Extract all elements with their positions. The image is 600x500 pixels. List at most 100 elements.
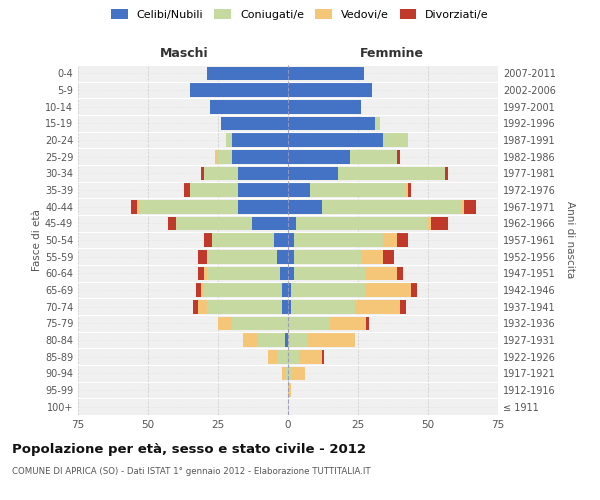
Bar (209, 100, 288, 114)
Bar (280, 266, 288, 280)
Bar (288, 233, 397, 247)
Bar (288, 83, 372, 97)
Bar (288, 66, 364, 80)
Bar (232, 316, 288, 330)
Bar (288, 300, 291, 314)
Bar (190, 83, 288, 97)
Bar (288, 200, 464, 213)
Bar (288, 183, 406, 197)
Bar (218, 150, 288, 164)
Bar (288, 266, 403, 280)
Bar (288, 166, 445, 180)
Bar (288, 83, 372, 97)
Bar (288, 183, 411, 197)
Bar (288, 283, 291, 297)
Bar (288, 200, 322, 213)
Bar (221, 116, 288, 130)
Bar (288, 183, 310, 197)
Bar (288, 250, 361, 264)
Bar (131, 200, 288, 213)
Bar (199, 300, 288, 314)
Bar (199, 266, 288, 280)
Bar (238, 166, 288, 180)
Bar (288, 300, 406, 314)
Bar (226, 133, 288, 147)
Bar (243, 333, 288, 347)
Bar (277, 350, 288, 364)
Bar (226, 133, 288, 147)
Bar (288, 366, 305, 380)
Bar (218, 316, 288, 330)
Bar (215, 150, 288, 164)
Bar (201, 166, 288, 180)
Bar (232, 150, 288, 164)
Bar (238, 183, 288, 197)
Bar (209, 100, 288, 114)
Bar (288, 66, 364, 80)
Bar (288, 133, 409, 147)
Bar (288, 333, 355, 347)
Bar (226, 133, 288, 147)
Bar (283, 300, 288, 314)
Bar (288, 300, 355, 314)
Bar (288, 383, 291, 397)
Bar (288, 300, 400, 314)
Bar (288, 100, 361, 114)
Bar (288, 200, 476, 213)
Bar (207, 300, 288, 314)
Bar (288, 133, 409, 147)
Bar (288, 183, 409, 197)
Bar (268, 350, 288, 364)
Bar (285, 366, 288, 380)
Bar (207, 250, 288, 264)
Bar (221, 116, 288, 130)
Bar (243, 333, 288, 347)
Bar (288, 316, 330, 330)
Bar (274, 233, 288, 247)
Bar (190, 83, 288, 97)
Bar (288, 350, 322, 364)
Bar (176, 216, 288, 230)
Bar (209, 100, 288, 114)
Bar (288, 266, 293, 280)
Bar (288, 166, 445, 180)
Bar (288, 150, 400, 164)
Bar (204, 166, 288, 180)
Bar (288, 66, 364, 80)
Bar (288, 216, 431, 230)
Bar (288, 233, 293, 247)
Bar (204, 233, 288, 247)
Bar (288, 316, 367, 330)
Bar (288, 83, 372, 97)
Bar (288, 350, 299, 364)
Bar (207, 66, 288, 80)
Bar (288, 133, 409, 147)
Bar (199, 250, 288, 264)
Bar (232, 133, 288, 147)
Bar (207, 66, 288, 80)
Bar (288, 116, 380, 130)
Bar (288, 116, 380, 130)
Bar (212, 233, 288, 247)
Bar (140, 200, 288, 213)
Bar (288, 116, 375, 130)
Bar (212, 233, 288, 247)
Y-axis label: Anni di nascita: Anni di nascita (565, 202, 575, 278)
Bar (193, 300, 288, 314)
Bar (288, 366, 305, 380)
Text: Maschi: Maschi (160, 47, 209, 60)
Bar (238, 200, 288, 213)
Bar (283, 283, 288, 297)
Bar (288, 250, 394, 264)
Bar (204, 166, 288, 180)
Bar (207, 250, 288, 264)
Bar (288, 250, 383, 264)
Bar (288, 316, 369, 330)
Bar (207, 266, 288, 280)
Bar (288, 350, 325, 364)
Bar (288, 100, 361, 114)
Bar (288, 166, 448, 180)
Text: Popolazione per età, sesso e stato civile - 2012: Popolazione per età, sesso e stato civil… (12, 442, 366, 456)
Bar (196, 283, 288, 297)
Bar (288, 100, 361, 114)
